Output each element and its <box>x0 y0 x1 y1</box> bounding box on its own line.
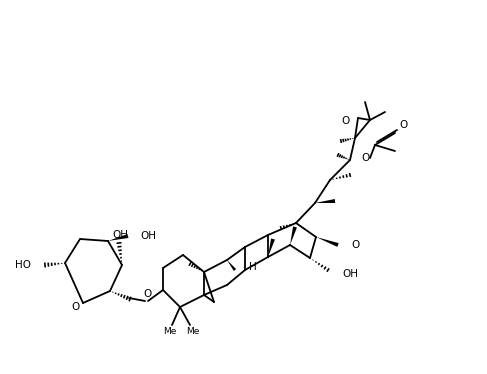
Polygon shape <box>108 234 129 241</box>
Text: OH: OH <box>112 230 128 240</box>
Text: O: O <box>399 120 407 130</box>
Text: O: O <box>351 240 359 250</box>
Polygon shape <box>268 239 275 257</box>
Polygon shape <box>290 227 297 245</box>
Text: Me: Me <box>163 328 177 337</box>
Polygon shape <box>227 260 236 271</box>
Text: O: O <box>72 302 80 312</box>
Polygon shape <box>316 237 338 247</box>
Text: O: O <box>342 116 350 126</box>
Text: O: O <box>144 289 152 299</box>
Text: Me: Me <box>187 328 200 337</box>
Polygon shape <box>315 199 335 203</box>
Text: HO: HO <box>15 260 31 270</box>
Text: O: O <box>361 153 369 163</box>
Text: OH: OH <box>342 269 358 279</box>
Text: H: H <box>249 262 257 272</box>
Text: OH: OH <box>140 231 156 241</box>
